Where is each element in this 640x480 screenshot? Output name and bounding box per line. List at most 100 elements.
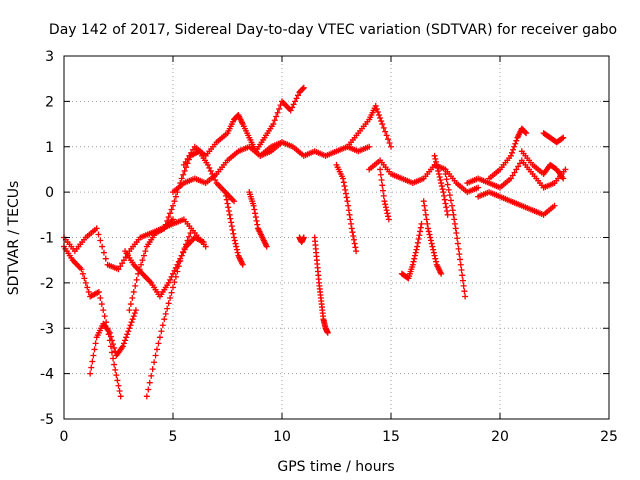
data-point <box>164 305 171 312</box>
data-point <box>418 220 425 227</box>
data-point <box>453 229 460 236</box>
data-point <box>164 217 171 224</box>
data-point <box>350 232 357 239</box>
data-point <box>168 289 175 296</box>
data-point <box>439 186 446 193</box>
data-point <box>207 167 214 174</box>
data-point <box>435 170 442 177</box>
y-tick-label: 2 <box>45 94 54 110</box>
data-point <box>100 249 107 256</box>
data-point <box>352 244 359 251</box>
series-arc-26 <box>486 125 530 182</box>
data-point <box>167 295 174 301</box>
data-point <box>508 149 515 156</box>
data-point <box>132 282 139 289</box>
data-point <box>460 282 467 289</box>
data-point <box>99 243 106 250</box>
x-tick-label: 15 <box>382 429 400 445</box>
data-point <box>426 231 433 238</box>
data-point <box>424 220 431 227</box>
data-point <box>271 117 278 124</box>
data-point <box>385 213 392 220</box>
series-arc-9 <box>180 111 259 168</box>
data-point <box>289 104 296 111</box>
data-point <box>513 137 520 144</box>
data-point <box>106 329 113 336</box>
data-point <box>551 202 558 209</box>
data-point <box>429 243 436 250</box>
x-tick-label: 25 <box>600 429 618 445</box>
data-point <box>226 211 233 218</box>
data-point <box>300 84 307 91</box>
y-tick-label: -2 <box>40 276 54 292</box>
data-point <box>136 266 143 273</box>
data-point <box>117 263 124 270</box>
data-point <box>427 237 434 244</box>
data-point <box>346 211 353 218</box>
data-point <box>382 204 389 211</box>
data-point <box>452 225 459 232</box>
data-point <box>189 146 196 153</box>
data-point <box>274 109 281 116</box>
data-point <box>344 198 351 205</box>
data-point <box>276 105 283 112</box>
data-point <box>377 166 384 173</box>
data-point <box>417 228 424 235</box>
data-point <box>434 164 441 171</box>
data-point <box>148 372 155 379</box>
data-point <box>142 248 149 255</box>
data-point <box>440 189 447 196</box>
data-point <box>382 128 389 135</box>
data-point <box>231 198 238 205</box>
y-axis-label: SDTVAR / TECUs <box>6 181 22 296</box>
data-point <box>95 288 102 295</box>
data-point <box>170 284 176 291</box>
data-point <box>120 340 127 347</box>
data-point <box>97 237 104 244</box>
data-point <box>231 237 238 244</box>
data-point <box>350 236 357 243</box>
data-point <box>181 245 188 252</box>
data-point <box>97 295 104 301</box>
data-point <box>187 229 194 236</box>
data-point <box>411 252 418 259</box>
data-point <box>180 171 187 178</box>
series-arc-22 <box>431 152 451 218</box>
data-point <box>422 207 429 214</box>
data-point <box>294 92 301 99</box>
data-point <box>438 270 445 277</box>
data-point <box>92 340 99 347</box>
data-point <box>140 252 147 259</box>
data-point <box>411 255 418 262</box>
data-point <box>507 175 514 182</box>
data-point <box>222 189 229 196</box>
data-point <box>382 201 389 208</box>
data-point <box>177 257 184 264</box>
series-arc-24 <box>464 157 569 191</box>
data-point <box>380 187 387 194</box>
data-point <box>414 243 421 250</box>
data-point <box>516 160 523 167</box>
data-point <box>132 307 139 314</box>
series-arc-23 <box>442 170 469 300</box>
data-point <box>510 146 517 153</box>
data-point <box>444 211 451 218</box>
data-point <box>425 228 432 235</box>
data-point <box>379 121 386 128</box>
data-point <box>290 101 297 108</box>
data-point <box>229 226 236 233</box>
data-point <box>372 102 379 109</box>
data-point <box>228 223 235 230</box>
data-point <box>107 333 114 340</box>
data-point <box>384 210 391 217</box>
data-point <box>379 182 386 189</box>
data-point <box>172 193 179 200</box>
data-point <box>449 207 456 214</box>
data-point <box>115 266 122 273</box>
data-point <box>450 211 457 218</box>
data-point <box>454 235 461 242</box>
data-point <box>233 243 240 250</box>
data-point <box>115 382 122 389</box>
data-point <box>124 331 131 338</box>
data-point <box>324 329 331 336</box>
